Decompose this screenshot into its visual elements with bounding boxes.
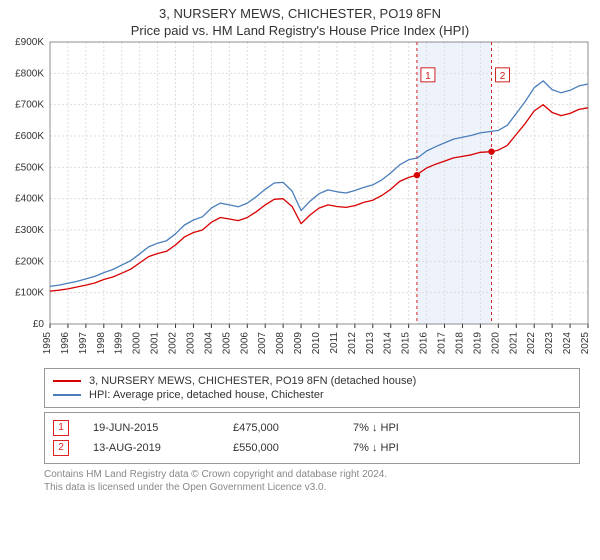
svg-text:£0: £0: [33, 319, 45, 330]
legend-item: HPI: Average price, detached house, Chic…: [53, 389, 571, 401]
legend-label: HPI: Average price, detached house, Chic…: [89, 389, 324, 401]
svg-text:1995: 1995: [42, 332, 53, 355]
svg-text:£600K: £600K: [15, 131, 44, 142]
svg-text:2011: 2011: [329, 332, 340, 354]
svg-text:2016: 2016: [419, 332, 430, 355]
sale-row: 1 19-JUN-2015£475,0007% ↓ HPI: [53, 418, 571, 438]
svg-text:2007: 2007: [257, 332, 268, 355]
chart-container: 3, NURSERY MEWS, CHICHESTER, PO19 8FN Pr…: [0, 0, 600, 560]
svg-text:2021: 2021: [508, 332, 519, 355]
sale-marker-cell: 1: [53, 418, 93, 438]
svg-text:2003: 2003: [185, 332, 196, 355]
svg-text:£500K: £500K: [15, 162, 44, 173]
svg-text:£300K: £300K: [15, 225, 44, 236]
svg-text:2006: 2006: [239, 332, 250, 355]
credit-line2: This data is licensed under the Open Gov…: [44, 482, 326, 493]
sale-marker: 1: [53, 420, 69, 436]
svg-text:2005: 2005: [221, 332, 232, 355]
credit-line1: Contains HM Land Registry data © Crown c…: [44, 469, 387, 480]
svg-text:£100K: £100K: [15, 288, 44, 299]
svg-text:£900K: £900K: [15, 38, 44, 48]
svg-text:2018: 2018: [454, 332, 465, 355]
svg-text:1999: 1999: [114, 332, 125, 355]
legend: 3, NURSERY MEWS, CHICHESTER, PO19 8FN (d…: [44, 368, 580, 408]
svg-text:2002: 2002: [168, 332, 179, 355]
legend-label: 3, NURSERY MEWS, CHICHESTER, PO19 8FN (d…: [89, 375, 416, 387]
sale-row: 2 13-AUG-2019£550,0007% ↓ HPI: [53, 438, 571, 458]
svg-text:2008: 2008: [275, 332, 286, 355]
legend-item: 3, NURSERY MEWS, CHICHESTER, PO19 8FN (d…: [53, 375, 571, 387]
svg-text:1997: 1997: [78, 332, 89, 355]
svg-text:2009: 2009: [293, 332, 304, 355]
svg-text:1996: 1996: [60, 332, 71, 355]
sale-date: 13-AUG-2019: [93, 438, 233, 458]
svg-text:2022: 2022: [526, 332, 537, 355]
svg-text:2014: 2014: [383, 332, 394, 355]
svg-text:2024: 2024: [562, 332, 573, 355]
svg-text:2004: 2004: [203, 332, 214, 355]
sale-marker-cell: 2: [53, 438, 93, 458]
svg-text:2019: 2019: [472, 332, 483, 355]
svg-text:2023: 2023: [544, 332, 555, 355]
legend-swatch: [53, 380, 81, 382]
svg-text:£200K: £200K: [15, 256, 44, 267]
sales-table: 1 19-JUN-2015£475,0007% ↓ HPI 2 13-AUG-2019…: [44, 412, 580, 464]
chart-area: £0 £100K £200K £300K £400K £500K £600K £700K £80…: [0, 38, 600, 368]
svg-text:2020: 2020: [490, 332, 501, 355]
svg-text:2017: 2017: [437, 332, 448, 355]
svg-text:2010: 2010: [311, 332, 322, 355]
svg-text:2000: 2000: [132, 332, 143, 355]
title-subtitle: Price paid vs. HM Land Registry's House …: [0, 23, 600, 38]
titles: 3, NURSERY MEWS, CHICHESTER, PO19 8FN Pr…: [0, 0, 600, 38]
credit: Contains HM Land Registry data © Crown c…: [44, 468, 580, 494]
svg-text:1: 1: [425, 71, 431, 82]
legend-swatch: [53, 394, 81, 396]
svg-text:2015: 2015: [401, 332, 412, 355]
sale-marker: 2: [53, 440, 69, 456]
sale-diff: 7% ↓ HPI: [353, 418, 571, 438]
sale-price: £550,000: [233, 438, 353, 458]
title-address: 3, NURSERY MEWS, CHICHESTER, PO19 8FN: [0, 6, 600, 21]
sale-diff: 7% ↓ HPI: [353, 438, 571, 458]
svg-text:1998: 1998: [96, 332, 107, 355]
svg-text:£800K: £800K: [15, 68, 44, 79]
svg-text:2001: 2001: [150, 332, 161, 355]
svg-text:2013: 2013: [365, 332, 376, 355]
svg-text:2: 2: [500, 71, 506, 82]
sale-date: 19-JUN-2015: [93, 418, 233, 438]
svg-text:2025: 2025: [580, 332, 591, 355]
svg-text:£400K: £400K: [15, 194, 44, 205]
line-chart-svg: £0 £100K £200K £300K £400K £500K £600K £700K £80…: [0, 38, 600, 368]
sale-price: £475,000: [233, 418, 353, 438]
svg-text:£700K: £700K: [15, 100, 44, 111]
svg-text:2012: 2012: [347, 332, 358, 355]
